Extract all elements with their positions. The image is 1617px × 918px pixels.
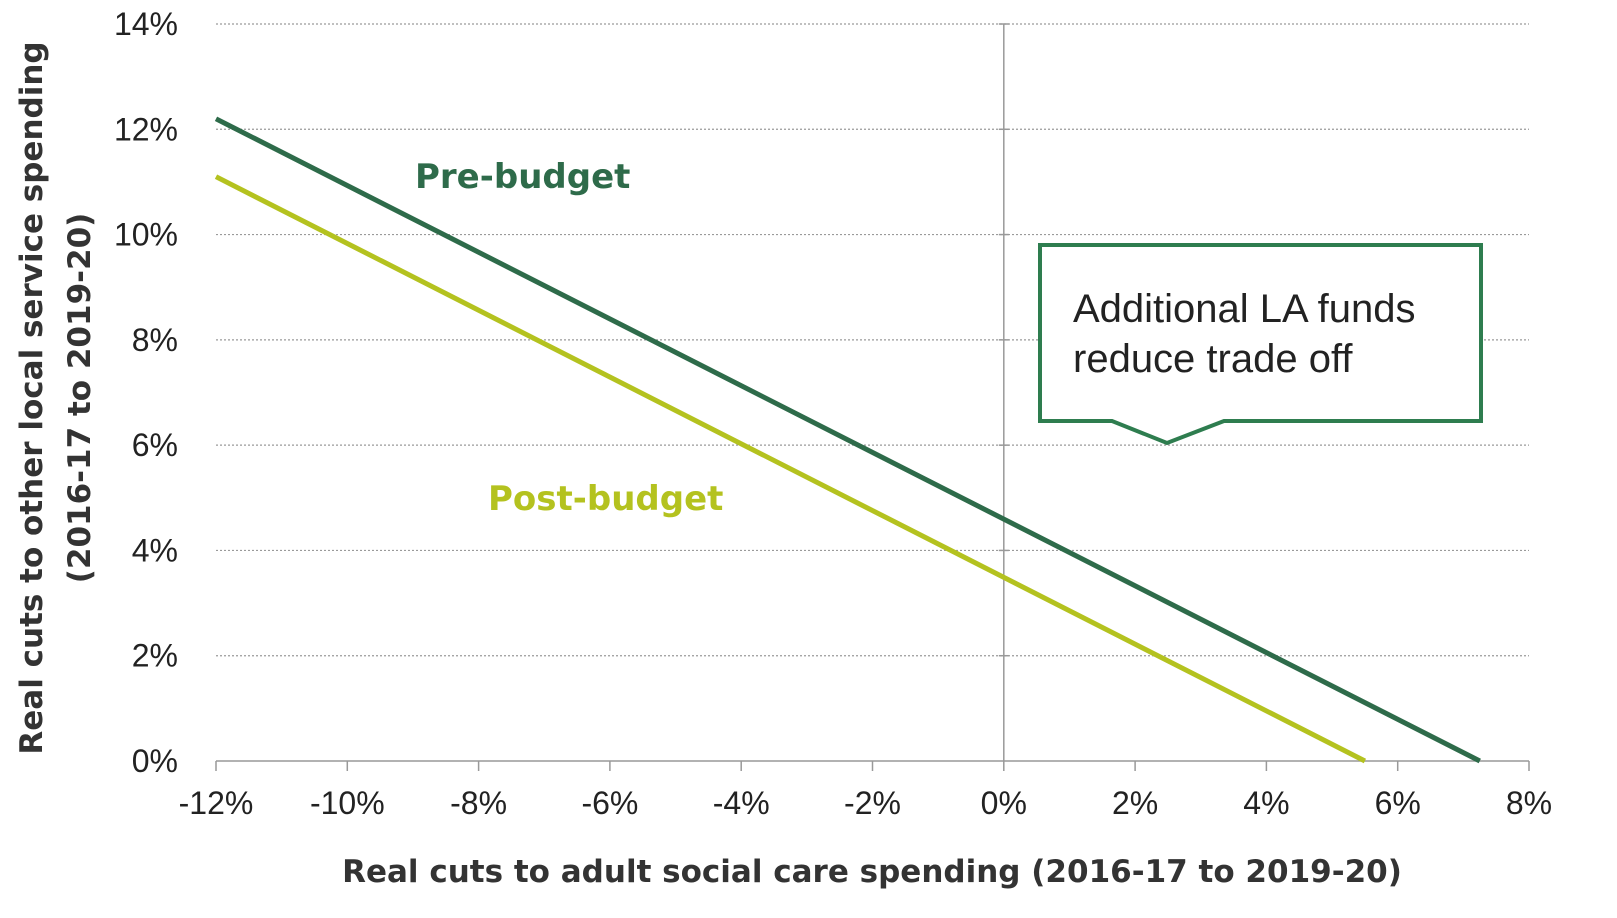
annotation-line-1: Additional LA funds (1073, 287, 1415, 331)
y-tick-label: 4% (132, 532, 178, 568)
x-tick-label: -10% (310, 785, 385, 821)
x-tick-label: 0% (981, 785, 1027, 821)
x-tick-label: 2% (1112, 785, 1158, 821)
x-tick-label: -12% (179, 785, 254, 821)
y-tick-label: 8% (132, 322, 178, 358)
series-label-pre-budget: Pre-budget (415, 157, 630, 197)
x-tick-label: 8% (1506, 785, 1552, 821)
x-tick-labels: -12% -10% -8% -6% -4% -2% 0% 2% 4% 6% 8% (179, 785, 1552, 821)
y-tick-label: 0% (132, 743, 178, 779)
x-tick-label: -6% (581, 785, 638, 821)
gridlines (216, 23, 1529, 657)
x-axis-title: Real cuts to adult social care spending … (342, 854, 1402, 890)
y-axis-title: Real cuts to other local service spendin… (14, 41, 98, 754)
x-tick-label: 6% (1375, 785, 1421, 821)
axes (215, 23, 1530, 771)
x-tick-label: -4% (713, 785, 770, 821)
series-line-pre-budget (214, 116, 1481, 764)
y-axis-title-line-2: (2016-17 to 2019-20) (62, 213, 98, 584)
y-tick-label: 12% (114, 111, 178, 147)
y-axis-title-line-1: Real cuts to other local service spendin… (14, 41, 50, 754)
callout-box (1038, 243, 1483, 446)
y-tick-label: 14% (114, 6, 178, 42)
annotation-callout: Additional LA funds reduce trade off (1038, 243, 1483, 446)
x-tick-label: 4% (1243, 785, 1289, 821)
y-tick-label: 10% (114, 217, 178, 253)
x-tick-label: -2% (844, 785, 901, 821)
series-label-post-budget: Post-budget (488, 479, 723, 519)
x-tick-label: -8% (450, 785, 507, 821)
annotation-line-2: reduce trade off (1073, 337, 1353, 381)
y-tick-labels: 0% 2% 4% 6% 8% 10% 12% 14% (114, 6, 178, 779)
series-lines (214, 116, 1481, 764)
series-line-post-budget (214, 174, 1367, 764)
y-tick-label: 2% (132, 638, 178, 674)
y-tick-label: 6% (132, 427, 178, 463)
